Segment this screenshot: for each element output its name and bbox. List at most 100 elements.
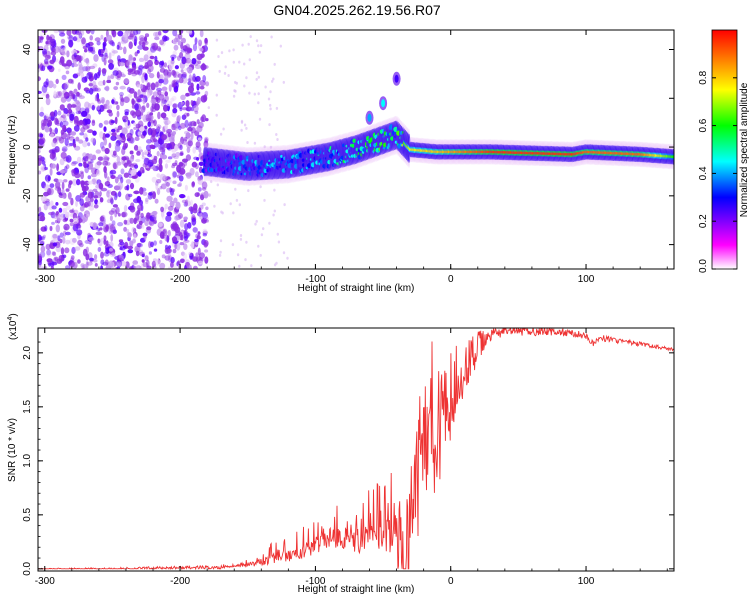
noise-speckle — [271, 79, 274, 83]
noise-speckle — [121, 127, 128, 135]
noise-speckle — [140, 237, 146, 243]
noise-speckle — [62, 218, 68, 223]
noise-speckle — [48, 262, 51, 267]
noise-speckle — [141, 253, 145, 258]
noise-speckle — [152, 210, 158, 216]
noise-speckle — [100, 265, 104, 269]
noise-speckle — [166, 182, 171, 186]
noise-speckle — [181, 114, 187, 120]
noise-speckle — [142, 97, 146, 105]
noise-speckle — [171, 164, 176, 169]
noise-speckle — [185, 57, 192, 64]
noise-speckle — [40, 36, 44, 40]
noise-speckle — [67, 78, 74, 84]
noise-speckle — [157, 111, 161, 120]
noise-speckle — [174, 121, 178, 127]
noise-speckle — [113, 162, 117, 170]
noise-speckle — [109, 215, 113, 222]
noise-speckle — [190, 127, 196, 134]
noise-speckle — [213, 204, 216, 208]
snr-panel: -300 -200 -100 0 100 0.00.51.01.52.0 Height … — [7, 313, 675, 595]
noise-speckle — [232, 94, 236, 98]
noise-speckle — [92, 154, 97, 161]
noise-speckle — [46, 249, 52, 258]
noise-speckle — [44, 125, 50, 133]
noise-speckle — [41, 160, 46, 165]
noise-speckle — [59, 158, 65, 166]
noise-speckle — [166, 71, 172, 78]
noise-speckle — [52, 251, 57, 257]
noise-speckle — [187, 78, 192, 82]
noise-speckle — [268, 221, 271, 225]
x-tick-label: 100 — [578, 274, 595, 285]
noise-speckle — [161, 60, 165, 67]
noise-speckle — [166, 211, 173, 217]
noise-speckle — [116, 104, 120, 111]
noise-speckle — [92, 87, 99, 92]
noise-speckle — [153, 240, 158, 246]
noise-speckle — [104, 154, 108, 163]
noise-speckle — [167, 132, 171, 138]
noise-speckle — [55, 78, 59, 84]
noise-speckle — [79, 205, 85, 212]
noise-speckle — [114, 142, 120, 149]
noise-speckle — [175, 201, 181, 210]
noise-speckle — [171, 170, 177, 179]
noise-speckle — [62, 230, 67, 237]
noise-speckle — [164, 203, 168, 210]
noise-speckle — [120, 74, 126, 78]
noise-speckle — [137, 89, 141, 97]
noise-speckle — [56, 163, 59, 172]
noise-speckle — [94, 191, 100, 196]
noise-speckle — [177, 213, 183, 219]
spectrogram-heat-layer — [38, 30, 674, 269]
noise-speckle — [147, 68, 152, 75]
noise-speckle — [81, 37, 86, 45]
secondary-blob-core — [381, 99, 386, 108]
noise-speckle — [128, 88, 135, 94]
noise-speckle — [171, 153, 177, 158]
noise-speckle — [188, 251, 193, 256]
noise-speckle — [91, 120, 96, 127]
noise-speckle — [77, 82, 81, 91]
noise-speckle — [186, 195, 190, 203]
colorbar-tick-label: 0.6 — [698, 118, 709, 132]
noise-speckle — [198, 121, 204, 129]
noise-speckle — [111, 99, 115, 105]
colorbar-tick-label: 0.0 — [698, 259, 709, 273]
noise-speckle — [129, 163, 136, 168]
noise-speckle — [55, 244, 62, 253]
noise-speckle — [65, 205, 71, 211]
noise-speckle — [78, 243, 84, 248]
noise-speckle — [60, 45, 66, 50]
noise-speckle — [171, 95, 177, 101]
noise-speckle — [103, 57, 107, 66]
noise-speckle — [103, 137, 108, 146]
noise-speckle — [43, 115, 47, 120]
noise-speckle — [81, 76, 88, 83]
noise-speckle — [219, 250, 222, 254]
noise-speckle — [257, 101, 260, 105]
noise-speckle — [72, 178, 78, 186]
noise-speckle — [180, 94, 186, 101]
noise-speckle — [158, 79, 164, 84]
noise-speckle — [286, 256, 289, 260]
noise-speckle — [245, 76, 248, 80]
noise-speckle — [75, 33, 82, 39]
noise-speckle — [200, 194, 205, 201]
y-tick-label: 1.0 — [22, 453, 33, 467]
noise-speckle — [156, 46, 161, 51]
noise-speckle — [183, 136, 188, 142]
noise-speckle — [76, 120, 81, 127]
noise-speckle — [38, 149, 41, 154]
noise-speckle — [136, 30, 141, 35]
noise-speckle — [123, 142, 127, 150]
noise-speckle — [40, 266, 45, 269]
noise-speckle — [85, 214, 90, 218]
noise-speckle — [269, 103, 272, 107]
noise-speckle — [156, 187, 161, 196]
noise-speckle — [94, 162, 101, 170]
noise-speckle — [60, 247, 65, 255]
noise-speckle — [110, 175, 116, 179]
